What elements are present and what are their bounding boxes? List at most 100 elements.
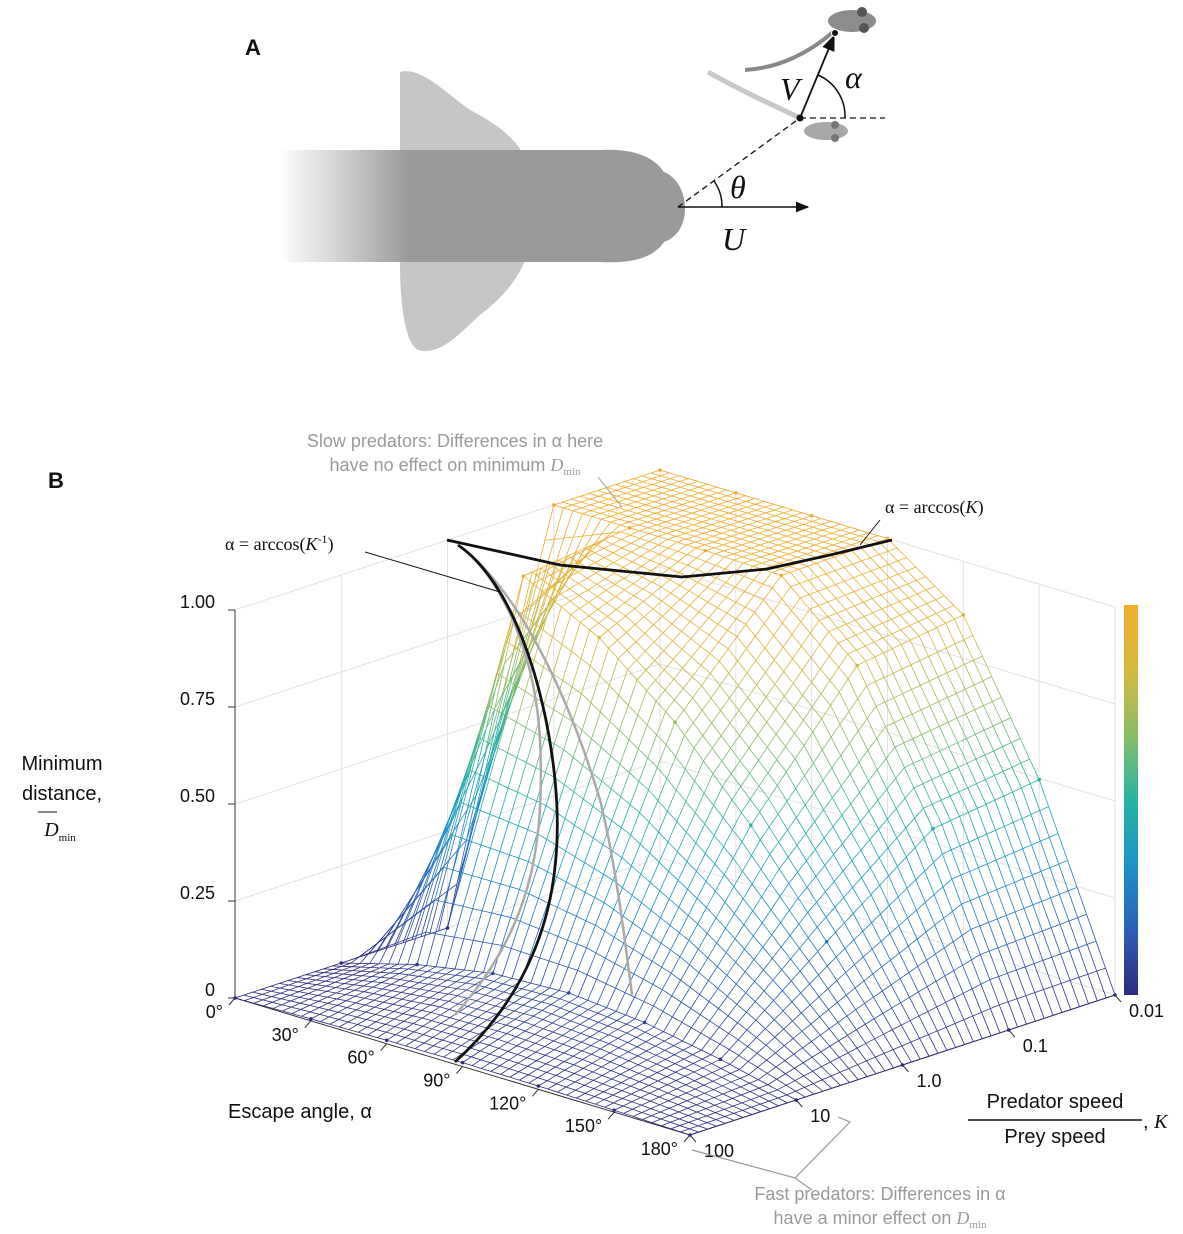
mesh-line	[912, 714, 921, 734]
mesh-line	[733, 554, 742, 557]
mesh-line	[913, 735, 922, 739]
mesh-line	[765, 635, 774, 648]
mesh-line	[418, 976, 427, 977]
mesh-line	[563, 1044, 572, 1047]
mesh-line	[597, 958, 606, 979]
mesh-line	[805, 533, 814, 536]
mesh-line	[729, 1040, 738, 1050]
mesh-line	[657, 528, 666, 531]
mesh-line	[382, 978, 391, 983]
mesh-line	[713, 1077, 722, 1081]
mesh-line	[372, 977, 381, 981]
mesh-line	[317, 990, 326, 992]
mesh-line	[587, 573, 596, 578]
mesh-line	[557, 851, 566, 877]
mesh-line	[786, 1068, 795, 1073]
mesh-line	[531, 983, 540, 985]
mesh-line	[928, 628, 937, 632]
mesh-line	[490, 818, 499, 848]
mesh-line	[774, 507, 783, 510]
mesh-line	[736, 949, 745, 962]
mesh-line	[458, 996, 467, 999]
mesh-line	[914, 784, 923, 788]
mesh-line	[409, 976, 418, 981]
mesh-line	[607, 596, 616, 602]
mesh-line	[688, 898, 697, 915]
mesh-line	[507, 1034, 516, 1037]
mesh-line	[263, 1000, 272, 1002]
mesh-line	[686, 1081, 695, 1085]
mesh-line	[963, 989, 972, 994]
mesh-line	[564, 1056, 573, 1061]
mesh-line	[925, 895, 934, 903]
mesh-line	[741, 536, 750, 539]
mesh-line	[500, 822, 509, 852]
mesh-line	[652, 476, 661, 479]
mesh-line	[689, 965, 698, 973]
mesh-line	[837, 613, 846, 624]
mesh-line	[541, 994, 550, 996]
mesh-line	[822, 1076, 831, 1080]
mesh-line	[626, 490, 635, 493]
mesh-line	[516, 1037, 525, 1040]
mesh-line	[690, 621, 699, 628]
mesh-line	[573, 757, 582, 765]
mesh-line	[591, 1046, 600, 1049]
mesh-line	[310, 1001, 319, 1005]
mesh-line	[820, 669, 829, 681]
mesh-line	[517, 728, 526, 758]
mesh-line	[688, 1108, 697, 1112]
mesh-line	[600, 1035, 609, 1040]
mesh-line	[928, 1011, 937, 1030]
mesh-line	[655, 1041, 664, 1046]
mesh-line	[701, 510, 710, 513]
mesh-line	[592, 519, 601, 535]
mesh-line	[664, 502, 673, 505]
mesh-line	[634, 482, 643, 485]
mesh-line	[800, 598, 809, 609]
mesh-line	[559, 967, 568, 990]
mesh-line	[705, 1098, 714, 1102]
mesh-line	[1059, 891, 1068, 894]
mesh-line	[600, 676, 609, 686]
mesh-line	[718, 496, 727, 499]
mesh-line	[1049, 837, 1058, 864]
mesh-line	[298, 983, 307, 986]
mesh-line	[735, 577, 744, 587]
mesh-line	[755, 636, 764, 648]
mesh-line	[918, 622, 927, 632]
mesh-line	[643, 479, 652, 482]
mesh-line	[758, 527, 767, 530]
mesh-line	[603, 1084, 612, 1087]
mesh-line	[689, 924, 698, 940]
mesh-line	[490, 1063, 499, 1066]
mesh-line	[818, 966, 827, 975]
mesh-line	[813, 1084, 822, 1092]
mesh-line	[832, 1085, 841, 1088]
mesh-line	[319, 1008, 328, 1010]
mesh-line	[865, 997, 874, 1003]
mesh-line	[610, 1057, 619, 1062]
mesh-line	[839, 1057, 848, 1068]
mesh-line	[986, 800, 995, 804]
mesh-line	[690, 596, 699, 605]
mesh-line	[599, 499, 608, 502]
mesh-line	[803, 695, 812, 707]
mesh-line	[555, 1058, 564, 1061]
mesh-line	[971, 929, 980, 954]
mesh-line	[573, 508, 582, 511]
mesh-line	[949, 747, 958, 767]
mesh-line	[635, 493, 644, 496]
mesh-line	[925, 577, 934, 587]
mesh-line	[622, 1094, 631, 1098]
mesh-line	[561, 607, 570, 615]
mesh-line	[648, 1077, 657, 1081]
mesh-line	[933, 829, 942, 854]
mesh-line	[922, 730, 931, 734]
mesh-line	[263, 1002, 272, 1006]
mesh-line	[840, 724, 849, 743]
mesh-line	[625, 482, 634, 485]
mesh-line	[884, 649, 893, 653]
mesh-line	[627, 505, 636, 508]
mesh-line	[270, 983, 279, 986]
